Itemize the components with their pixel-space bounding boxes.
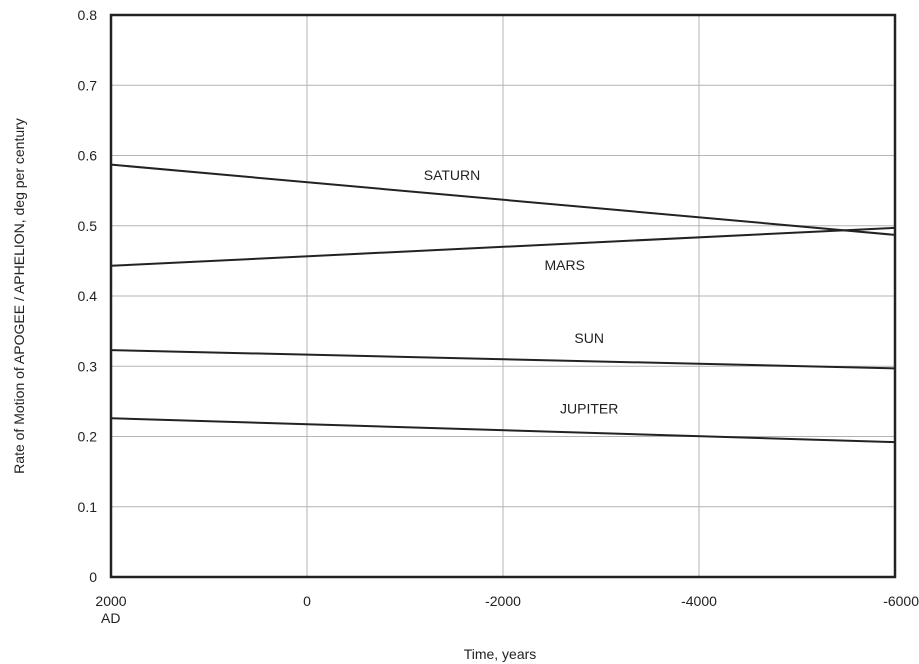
y-tick-label: 0 <box>89 569 97 585</box>
y-tick-labels: 0 0.1 0.2 0.3 0.4 0.5 0.6 0.7 0.8 <box>78 7 98 585</box>
y-tick-label: 0.8 <box>78 7 98 23</box>
x-tick-label: -6000 <box>883 593 919 609</box>
y-tick-label: 0.2 <box>78 429 98 445</box>
y-tick-label: 0.7 <box>78 77 98 93</box>
y-tick-label: 0.5 <box>78 218 98 234</box>
y-axis-title: Rate of Motion of APOGEE / APHELION, deg… <box>11 118 27 474</box>
series-label-sun: SUN <box>574 330 604 346</box>
series-line-saturn <box>110 163 896 236</box>
plot-frame <box>109 13 897 579</box>
x-tick-label: -4000 <box>681 593 717 609</box>
grid-lines <box>110 14 896 578</box>
y-tick-label: 0.4 <box>78 288 98 304</box>
series-line-jupiter <box>110 417 896 444</box>
x-axis-title: Time, years <box>464 646 537 662</box>
x-tick-label: 2000 <box>95 593 126 609</box>
y-tick-label: 0.3 <box>78 358 98 374</box>
x-tick-label: 0 <box>303 593 311 609</box>
y-tick-label: 0.6 <box>78 148 98 164</box>
series-label-mars: MARS <box>544 257 584 273</box>
series-lines <box>110 163 896 444</box>
series-line-sun <box>110 349 896 370</box>
series-label-jupiter: JUPITER <box>560 400 618 416</box>
y-tick-label: 0.1 <box>78 499 98 515</box>
x-tick-sublabel: AD <box>101 610 120 626</box>
series-line-mars <box>110 226 896 267</box>
x-tick-label: -2000 <box>485 593 521 609</box>
series-labels: SATURN MARS SUN JUPITER <box>424 167 619 416</box>
series-label-saturn: SATURN <box>424 167 481 183</box>
